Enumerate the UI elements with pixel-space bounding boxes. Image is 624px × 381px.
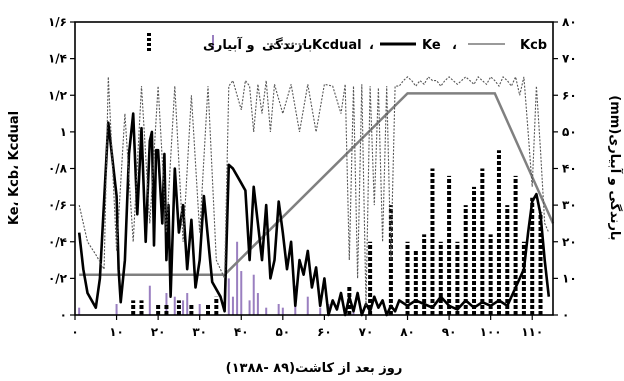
legend-separator-1: ، (452, 38, 457, 53)
x-tick-label: ۶۰ (317, 325, 332, 339)
y-left-tick-label: ۰/۶ (48, 198, 67, 212)
rain-bar (173, 296, 176, 315)
y-right-tick-label: ۱۰ (562, 271, 577, 285)
rain-bar (277, 304, 280, 315)
series-line-kcb (79, 92, 555, 276)
legend-label-kcb: Kcb (520, 38, 547, 53)
rain-bar (115, 304, 118, 315)
x-tick-label: ۰ (71, 325, 78, 339)
y-left-tick-label: ۰/۴ (48, 235, 67, 249)
x-tick-label: ۲۰ (151, 325, 166, 339)
rain-bar (256, 293, 259, 315)
y-left-tick-label: ۰ (60, 308, 67, 322)
rain-bar (198, 304, 201, 315)
x-tick-label: ۳۰ (192, 325, 207, 339)
legend: Kcb ، Ke ، Kcdual بارندگی و آبیاری (147, 33, 547, 53)
rain-bar (306, 296, 309, 315)
y-right-tick-label: ۳۰ (562, 198, 577, 212)
x-tick-label: ۱۰ (109, 325, 124, 339)
y-left-tick-label: ۱ (60, 125, 67, 139)
y-right-tick-label: ۷۰ (562, 52, 577, 66)
y-left-tick-label: ۱/۲ (48, 88, 68, 102)
rain-bar (182, 300, 185, 315)
rain-bar (231, 296, 234, 315)
x-tick-label: ۷۰ (359, 325, 374, 339)
series-line-ke (77, 112, 551, 317)
rain-bar (148, 285, 151, 315)
rain-bar (236, 241, 239, 315)
x-tick-label: ۴۰ (234, 325, 249, 339)
rain-bar (186, 293, 189, 315)
rain-bar (240, 271, 243, 315)
rain-bar (248, 300, 251, 315)
y-left-tick-label: ۱/۶ (48, 15, 67, 29)
x-tick-label: ۱۰۰ (480, 325, 502, 339)
y-left-tick-label: ۰/۲ (48, 271, 68, 285)
x-axis-title: روز بعد از کاشت(۸۹ -۱۳۸۸) (226, 361, 403, 376)
y-right-tick-label: ۰ (562, 308, 569, 322)
y-right-tick-label: ۴۰ (562, 162, 577, 176)
legend-label-kcdual: Kcdual (312, 38, 362, 53)
rain-bar (319, 307, 322, 315)
legend-label-rain: بارندگی (262, 37, 312, 53)
y-right-tick-label: ۵۰ (562, 125, 577, 139)
legend-swatch-rain (212, 35, 214, 50)
rain-bar (281, 307, 284, 315)
rain-bar (252, 274, 255, 315)
x-tick-label: ۵۰ (275, 325, 290, 339)
x-tick-label: ۸۰ (400, 325, 415, 339)
series-line-kcdual (78, 75, 550, 306)
legend-label-irr: و آبیاری (203, 36, 255, 53)
legend-separator-2: ، (369, 38, 374, 53)
x-tick-label: ۹۰ (442, 325, 457, 339)
rain-bar (78, 307, 81, 315)
rain-bar (165, 293, 168, 315)
x-tick-label: ۱۱۰ (521, 325, 543, 339)
y-left-tick-label: ۰/۸ (48, 162, 68, 176)
y-right-tick-label: ۲۰ (562, 235, 577, 249)
y-axis-title-right: بارندگی و آبیاری(mm) (607, 95, 624, 240)
rain-bar (265, 307, 268, 315)
y-right-tick-label: ۸۰ (562, 15, 577, 29)
y-left-tick-label: ۱/۴ (48, 52, 67, 66)
y-axis-title-left: Ke، Kcb، Kcdual (7, 111, 22, 225)
legend-label-ke: Ke (422, 38, 441, 53)
rain-bar (227, 278, 230, 315)
y-right-tick-label: ۶۰ (562, 88, 577, 102)
